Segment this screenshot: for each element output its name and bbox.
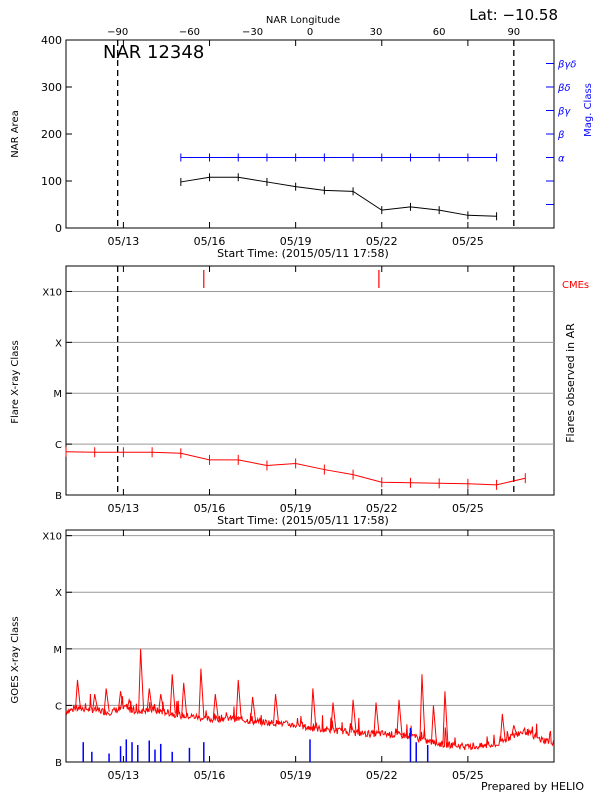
flare-spike xyxy=(511,725,518,736)
y-axis-title: NAR Area xyxy=(10,110,21,157)
x-tick-label: 05/19 xyxy=(280,502,312,515)
y-tick-label: C xyxy=(55,440,62,451)
mag-class-label: α xyxy=(558,154,565,165)
top-tick-label: −30 xyxy=(242,27,263,38)
mag-class-label: βγδ xyxy=(557,60,576,71)
latitude-label: Lat: −10.58 xyxy=(469,6,558,24)
x-tick-label: 05/13 xyxy=(108,769,140,782)
y-axis-title: GOES X-ray Class xyxy=(10,616,21,703)
flare-spike xyxy=(138,648,145,711)
y-tick-label: 0 xyxy=(55,222,62,235)
flare-spike xyxy=(146,688,153,711)
x-tick-label: 05/19 xyxy=(280,769,312,782)
top-tick-label: 60 xyxy=(433,27,446,38)
flare-spike xyxy=(235,679,242,720)
y-tick-label: 400 xyxy=(41,34,62,47)
flare-spike xyxy=(198,668,205,718)
y-axis-title: Flare X-ray Class xyxy=(10,340,21,424)
x-tick-label: 05/16 xyxy=(194,502,226,515)
plot-frame xyxy=(65,39,555,229)
y-tick-label: M xyxy=(53,389,62,400)
series-line xyxy=(180,176,497,217)
flare-spike xyxy=(373,702,380,734)
flare-spike xyxy=(330,702,337,731)
flare-spike xyxy=(250,696,257,722)
prepared-by-credit: Prepared by HELIO xyxy=(481,780,584,793)
y-tick-label: C xyxy=(55,701,62,712)
y-tick-label: M xyxy=(53,645,62,656)
right-axis-title: Flares observed in AR xyxy=(564,323,577,443)
flare-spike xyxy=(212,694,219,719)
goes-flux-line xyxy=(65,693,555,751)
x-tick-label: 05/22 xyxy=(366,235,398,248)
plot-frame xyxy=(65,265,555,496)
flare-spike xyxy=(350,699,357,733)
y-tick-label: B xyxy=(55,758,62,769)
x-tick-label: 05/19 xyxy=(280,235,312,248)
flare-spike xyxy=(181,682,188,716)
flare-spike xyxy=(158,694,165,712)
flare-spike xyxy=(419,674,426,740)
flare-spike xyxy=(92,694,99,711)
top-tick-label: −90 xyxy=(107,27,128,38)
top-tick-label: −60 xyxy=(179,27,200,38)
flare-spike xyxy=(310,688,317,729)
goes-class-panel: GOES X-ray Class B C M X X10 05/13 05/16 05/19 0… xyxy=(10,529,555,782)
y-tick-label: 300 xyxy=(41,81,62,94)
x-tick-label: 05/25 xyxy=(452,502,484,515)
x-axis-title: Start Time: (2015/05/11 17:58) xyxy=(217,247,389,260)
nar-area-panel: NAR Longitude NAR 12348 NAR Area Mag. Cl… xyxy=(10,15,594,260)
x-tick-label: 05/25 xyxy=(452,235,484,248)
flare-spike xyxy=(273,694,280,724)
y-tick-label: X xyxy=(55,338,62,349)
flare-spike xyxy=(442,691,449,745)
top-tick-label: 30 xyxy=(370,27,383,38)
flare-class-panel: Flare X-ray Class Flares observed in AR … xyxy=(10,265,589,527)
x-axis-title: Start Time: (2015/05/11 17:58) xyxy=(217,514,389,527)
flare-spike xyxy=(499,713,506,742)
y-tick-label: X10 xyxy=(42,287,62,298)
mag-class-label: β xyxy=(557,130,565,141)
y-tick-label: 200 xyxy=(41,128,62,141)
right-axis-title: Mag. Class xyxy=(583,83,594,137)
y-tick-label: B xyxy=(55,491,62,502)
y-tick-label: 100 xyxy=(41,175,62,188)
top-axis-title: NAR Longitude xyxy=(266,15,340,26)
flare-spike xyxy=(169,674,176,714)
y-tick-label: X xyxy=(55,588,62,599)
x-tick-label: 05/16 xyxy=(194,235,226,248)
cme-legend-label: CMEs xyxy=(562,280,589,291)
x-tick-label: 05/16 xyxy=(194,769,226,782)
x-tick-label: 05/22 xyxy=(366,502,398,515)
x-tick-label: 05/13 xyxy=(108,502,140,515)
y-tick-label: X10 xyxy=(42,532,62,543)
x-tick-label: 05/22 xyxy=(366,769,398,782)
flare-spike xyxy=(396,699,403,736)
flare-spike xyxy=(430,705,437,743)
flare-spike xyxy=(118,691,125,710)
top-tick-label: 0 xyxy=(307,27,313,38)
flare-spike xyxy=(103,688,110,712)
x-tick-label: 05/13 xyxy=(108,235,140,248)
mag-class-label: βδ xyxy=(557,83,571,94)
x-tick-label: 05/25 xyxy=(452,769,484,782)
flare-spike xyxy=(74,679,81,709)
mag-class-label: βγ xyxy=(557,107,571,118)
region-name: NAR 12348 xyxy=(103,42,204,63)
flare-spike xyxy=(126,697,133,710)
top-tick-label: 90 xyxy=(507,27,520,38)
